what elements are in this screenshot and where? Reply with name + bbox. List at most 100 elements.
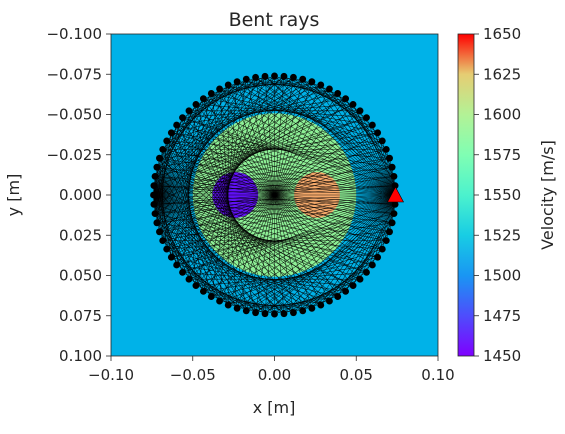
transducer-28: [199, 287, 207, 295]
transducer-7: [374, 253, 382, 261]
ray-366: [352, 104, 396, 186]
transducer-23: [242, 307, 250, 315]
transducer-35: [159, 237, 167, 244]
transducer-19: [280, 310, 288, 318]
x-axis-ticks: −0.10 −0.05 0.00 0.05 0.10: [88, 356, 455, 384]
ray-359: [293, 77, 373, 126]
transducer-78: [390, 172, 398, 180]
transducer-74: [378, 137, 386, 145]
colorbar-tick-label: 1550: [483, 186, 521, 204]
transducer-11: [349, 282, 357, 289]
x-tick-label: 0.10: [421, 366, 454, 384]
transducer-50: [185, 107, 193, 115]
ray-89: [153, 194, 354, 286]
ray-152: [153, 149, 387, 196]
ray-326: [166, 88, 330, 142]
transducer-24: [233, 304, 241, 312]
transducer-76: [386, 154, 393, 162]
y-tick-label: 0.100: [59, 347, 102, 365]
transducer-9: [363, 268, 370, 276]
ray-329: [171, 93, 338, 133]
transducer-61: [280, 72, 288, 80]
transducer-62: [290, 73, 297, 81]
transducer-4: [386, 228, 393, 236]
source-triangle: [386, 186, 404, 203]
transducer-17: [299, 307, 307, 315]
ray-64: [320, 84, 396, 196]
transducer-55: [224, 81, 232, 89]
x-axis-label: x [m]: [253, 398, 296, 417]
ray-44: [162, 149, 396, 196]
y-tick-label: −0.075: [46, 65, 102, 83]
transducer-ring: [150, 72, 399, 318]
ray-58: [264, 75, 396, 196]
transducer-27: [207, 293, 215, 300]
transducer-69: [349, 101, 357, 108]
transducer-38: [151, 210, 159, 218]
transducer-18: [290, 309, 297, 317]
transducer-65: [317, 81, 325, 89]
ray-360: [302, 78, 378, 133]
transducer-71: [363, 114, 370, 122]
ray-103: [153, 194, 229, 306]
transducer-72: [368, 121, 376, 129]
ray-363: [329, 88, 390, 159]
transducer-70: [356, 107, 364, 115]
transducer-1: [391, 200, 399, 208]
ray-138: [153, 75, 285, 196]
ray-83: [153, 194, 387, 241]
transducer-20: [271, 310, 278, 318]
y-axis-ticks: −0.100 −0.075 −0.050 −0.025 0.000 0.025 0.050 0…: [46, 25, 111, 365]
ray-309: [153, 185, 396, 205]
y-tick-label: 0.050: [59, 267, 102, 285]
transducer-68: [342, 95, 350, 103]
transducer-12: [342, 287, 350, 295]
y-tick-label: −0.050: [46, 106, 102, 124]
y-tick-label: 0.025: [59, 226, 102, 244]
ray-146: [153, 104, 354, 196]
transducer-53: [207, 90, 215, 97]
y-tick-label: −0.025: [46, 146, 102, 164]
ray-365: [345, 98, 395, 177]
transducer-40: [150, 191, 157, 199]
transducer-54: [216, 85, 223, 93]
ray-34: [162, 194, 396, 241]
ray-358: [283, 75, 367, 118]
y-tick-label: −0.100: [46, 25, 102, 43]
transducer-77: [388, 163, 396, 171]
colorbar-tick-label: 1625: [483, 65, 521, 83]
colorbar-tick-label: 1650: [483, 25, 521, 43]
transducer-60: [271, 72, 278, 80]
colorbar: [457, 33, 475, 357]
ray-357: [274, 75, 361, 112]
x-tick-label: 0.00: [258, 366, 291, 384]
transducer-33: [167, 253, 175, 261]
chart-title: Bent rays: [229, 9, 320, 31]
colorbar-label: Velocity [m/s]: [538, 140, 557, 250]
transducer-73: [374, 129, 382, 137]
transducer-34: [163, 245, 171, 253]
transducer-45: [159, 146, 167, 153]
transducer-43: [153, 163, 161, 171]
transducer-48: [173, 121, 181, 129]
transducer-58: [252, 73, 259, 81]
colorbar-tick-label: 1600: [483, 106, 521, 124]
transducer-5: [382, 237, 390, 244]
ray-132: [153, 84, 229, 196]
transducer-29: [192, 282, 200, 289]
ray-364: [337, 93, 393, 168]
transducer-36: [156, 228, 163, 236]
transducer-3: [388, 219, 396, 227]
y-axis-label: y [m]: [4, 174, 23, 217]
ray-348: [228, 84, 387, 150]
transducer-30: [185, 275, 193, 283]
y-tick-label: 0.075: [59, 307, 102, 325]
transducer-49: [179, 114, 186, 122]
transducer-22: [252, 309, 259, 317]
transducer-57: [242, 75, 250, 83]
transducer-51: [192, 101, 200, 108]
ray-323: [162, 84, 321, 150]
transducer-41: [150, 182, 158, 190]
transducer-16: [308, 304, 316, 312]
